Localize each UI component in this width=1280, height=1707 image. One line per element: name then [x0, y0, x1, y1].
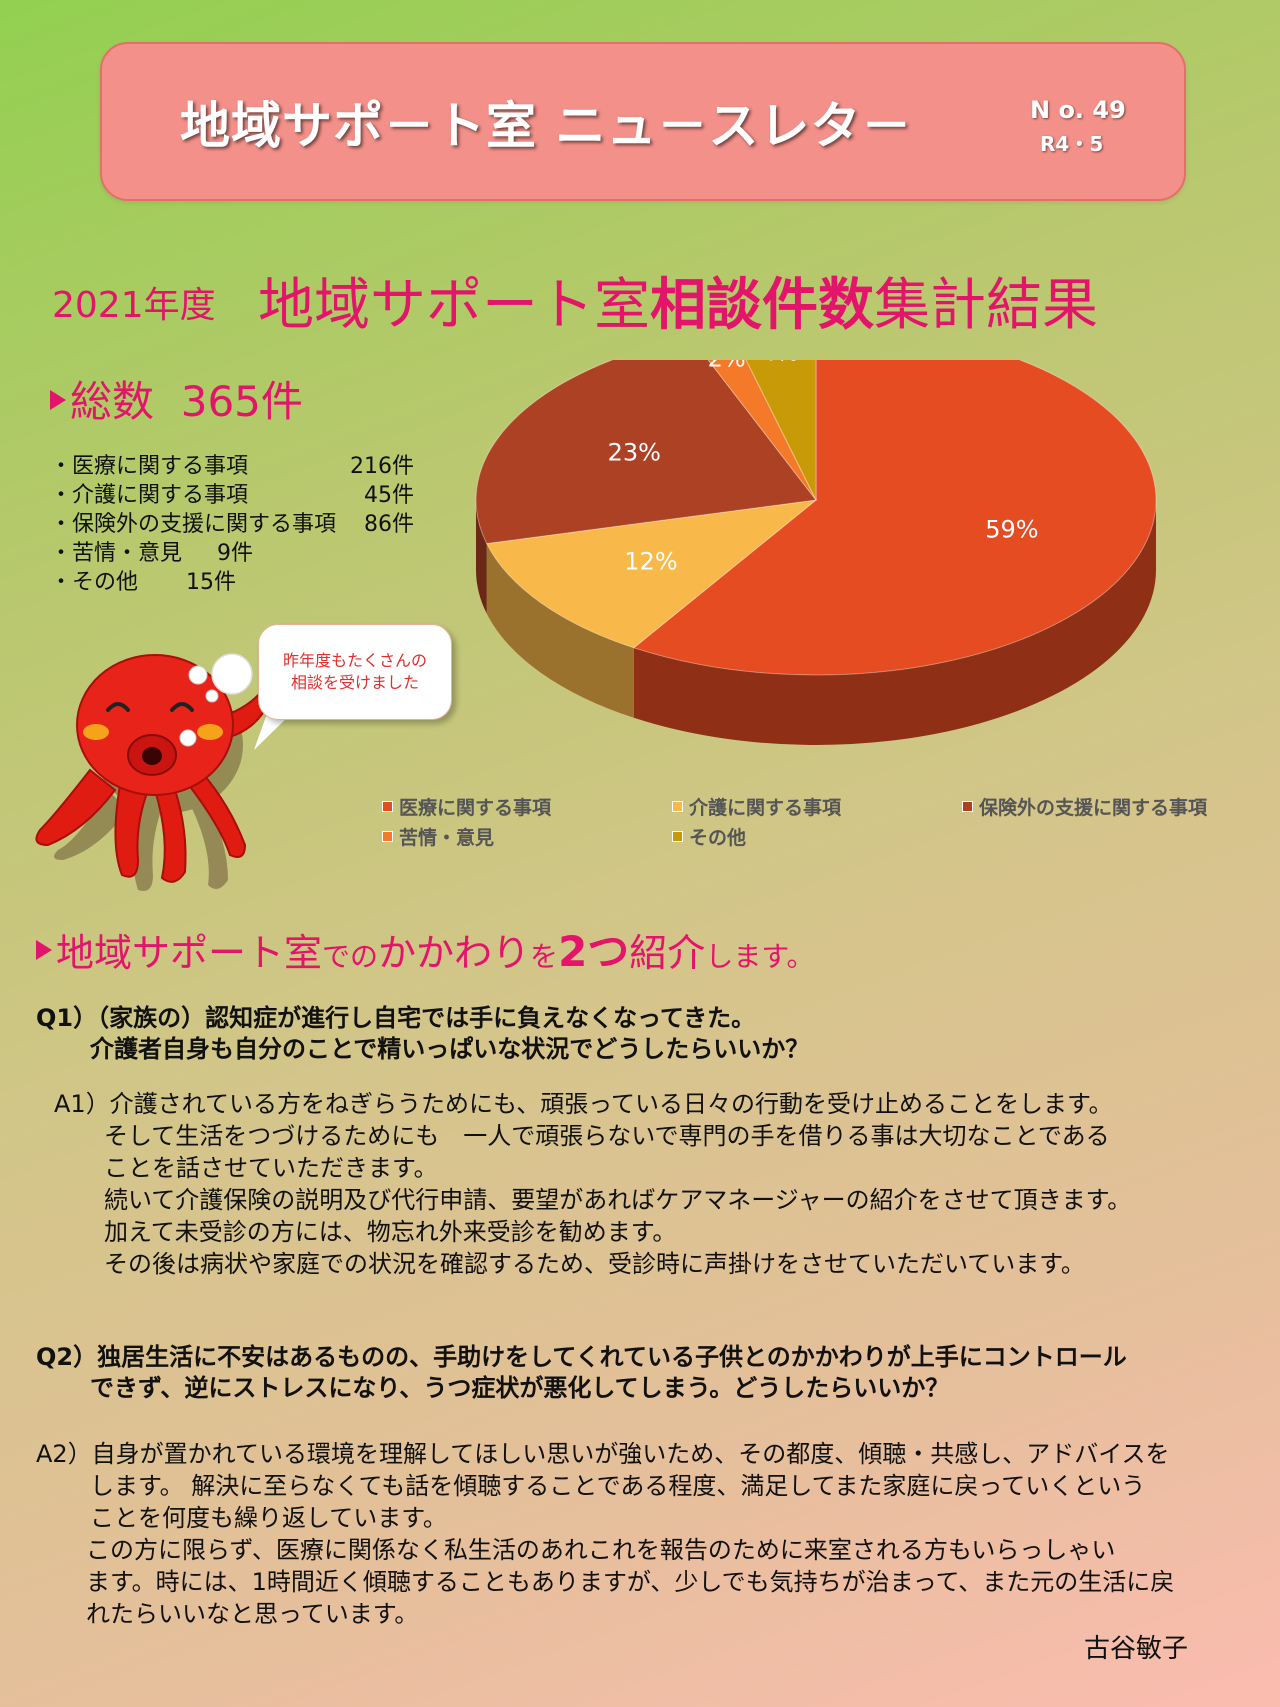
breakdown-count: 216件 — [350, 454, 414, 479]
question-line: Q2）独居生活に不安はあるものの、手助けをしてくれている子供とのかかわりが上手に… — [36, 1343, 1127, 1371]
legend-swatch — [672, 831, 683, 842]
breakdown-count: 86件 — [364, 512, 414, 537]
thought-bubble-icon — [211, 653, 253, 695]
answer-1: A1）介護されている方をねぎらうためにも、頑張っている日々の行動を受け止めること… — [54, 1088, 1131, 1280]
breakdown-item: ・苦情・意見 9件 — [50, 539, 336, 568]
pie-data-label: 23% — [608, 438, 661, 466]
breakdown-count: 15件 — [186, 570, 236, 595]
pie-data-label: 2% — [708, 360, 746, 373]
intro-part: での — [322, 940, 379, 973]
speech-bubble-text: 昨年度もたくさんの 相談を受けました — [262, 650, 448, 694]
legend-swatch — [672, 801, 683, 812]
legend-item: 医療に関する事項 — [382, 793, 551, 820]
triangle-bullet-icon — [50, 390, 66, 410]
legend-swatch — [382, 831, 393, 842]
legend-item: その他 — [672, 823, 746, 850]
question-line: 介護者自身も自分のことで精いっぱいな状況でどうしたらいいか？ — [90, 1035, 810, 1063]
breakdown-count: 9件 — [217, 541, 253, 566]
question-1: Q1）（家族の）認知症が進行し自宅では手に負えなくなってきた。 介護者自身も自分… — [36, 1003, 809, 1065]
header-banner — [100, 42, 1186, 201]
total-count: 総数 365件 — [50, 368, 303, 429]
answer-line: れたらいいなと思っています。 — [86, 1600, 419, 1628]
legend-label: 保険外の支援に関する事項 — [979, 797, 1208, 819]
breakdown-label: ・苦情・意見 — [50, 541, 183, 566]
author-name: 古谷敏子 — [1084, 1634, 1189, 1664]
question-line: できず、逆にストレスになり、うつ症状が悪化してしまう。どうしたらいいか？ — [90, 1374, 950, 1402]
octopus-mascot-icon — [35, 654, 276, 891]
intro-part: 地域サポート室 — [56, 931, 323, 975]
answer-line: A1）介護されている方をねぎらうためにも、頑張っている日々の行動を受け止めること… — [54, 1090, 1113, 1118]
legend-item: 保険外の支援に関する事項 — [962, 793, 1207, 820]
legend-swatch — [962, 801, 973, 812]
pie-slice — [707, 360, 817, 501]
intro-part: かかわり — [378, 931, 531, 975]
legend-label: 医療に関する事項 — [399, 797, 552, 819]
legend-item: 苦情・意見 — [382, 823, 494, 850]
report-year: 2021年度 — [52, 285, 216, 326]
speech-bubble — [258, 624, 452, 720]
breakdown-item: ・保険外の支援に関する事項 86件 — [50, 510, 414, 539]
breakdown-item: ・医療に関する事項 216件 — [50, 452, 414, 481]
intro-part: を — [530, 940, 559, 973]
answer-line: ことを話させていただきます。 — [104, 1154, 438, 1182]
legend-item: 介護に関する事項 — [672, 793, 841, 820]
pie-data-label: 12% — [624, 548, 677, 576]
issue-date: R4・5 — [1040, 132, 1104, 156]
breakdown-label: ・その他 — [50, 570, 139, 595]
pie-slice-side — [476, 500, 487, 614]
pie-slice-side — [633, 500, 1156, 745]
answer-line: ます。時には、1時間近く傾聴することもありますが、少しでも気持ちが治まって、また… — [86, 1568, 1175, 1596]
pie-data-label: 4% — [761, 360, 799, 366]
legend-label: 介護に関する事項 — [689, 797, 842, 819]
pie-slice-side — [486, 543, 634, 718]
pie-data-label: 59% — [985, 515, 1038, 543]
legend-label: その他 — [689, 827, 747, 849]
issue-number: N o. 49 — [1030, 96, 1126, 124]
answer-line: この方に限らず、医療に関係なく私生活のあれこれを報告のために来室される方もいらっ… — [86, 1536, 1116, 1564]
intro-part: 紹介 — [629, 931, 706, 975]
breakdown-label: ・保険外の支援に関する事項 — [50, 512, 337, 537]
answer-line: そして生活をつづけるためにも 一人で頑張らないで専門の手を借りる事は大切なことで… — [104, 1122, 1110, 1150]
breakdown-count: 45件 — [364, 483, 414, 508]
legend-label: 苦情・意見 — [399, 827, 495, 849]
section-title: 地域サポート室相談件数集計結果 — [258, 260, 1098, 341]
newsletter-title: 地域サポ－ト室 ニュ－スレタ－ — [180, 97, 913, 155]
speech-bubble-line: 相談を受けました — [290, 673, 419, 692]
answer-line: 加えて未受診の方には、物忘れ外来受診を勧めます。 — [104, 1218, 677, 1246]
pie-chart: 59% 12% 23% 2% 4% — [475, 360, 1157, 745]
section-title-part1: 地域サポート室 — [258, 273, 650, 338]
pie-slice — [745, 360, 817, 501]
answer-line: その後は病状や家庭での状況を確認するため、受診時に声掛けをさせていただいています… — [104, 1250, 1085, 1278]
breakdown-item: ・その他 15件 — [50, 568, 336, 597]
answer-line: します。 解決に至らなくても話を傾聴することである程度、満足してまた家庭に戻って… — [90, 1472, 1146, 1500]
answer-line: A2）自身が置かれている環境を理解してほしい思いが強いため、その都度、傾聴・共感… — [36, 1440, 1170, 1468]
intro-heading: 地域サポート室でのかかわりを2つ紹介します。 — [36, 918, 815, 979]
total-value: 365件 — [180, 377, 303, 426]
pie-slice — [632, 360, 1157, 676]
answer-line: ことを何度も繰り返しています。 — [90, 1504, 447, 1532]
breakdown-item: ・介護に関する事項 45件 — [50, 481, 414, 510]
intro-part: します。 — [705, 940, 815, 973]
pie-slice — [485, 499, 818, 649]
section-title-part2: 相談件数 — [650, 273, 874, 338]
intro-part: 2つ — [558, 927, 630, 976]
breakdown-list: ・医療に関する事項 216件 ・介護に関する事項 45件 ・保険外の支援に関する事項… — [50, 452, 414, 597]
breakdown-label: ・介護に関する事項 — [50, 483, 249, 508]
triangle-bullet-icon — [36, 940, 52, 960]
speech-bubble-line: 昨年度もたくさんの — [282, 651, 427, 670]
total-label: 総数 — [70, 377, 155, 426]
legend-swatch — [382, 801, 393, 812]
question-line: Q1）（家族の）認知症が進行し自宅では手に負えなくなってきた。 — [36, 1004, 756, 1032]
breakdown-label: ・医療に関する事項 — [50, 454, 249, 479]
question-2: Q2）独居生活に不安はあるものの、手助けをしてくれている子供とのかかわりが上手に… — [36, 1342, 1127, 1404]
section-title-part3: 集計結果 — [874, 273, 1098, 338]
answer-2: A2）自身が置かれている環境を理解してほしい思いが強いため、その都度、傾聴・共感… — [36, 1438, 1174, 1630]
pie-slice — [475, 360, 817, 545]
answer-line: 続いて介護保険の説明及び代行申請、要望があればケアマネージャーの紹介をさせて頂き… — [104, 1186, 1132, 1214]
